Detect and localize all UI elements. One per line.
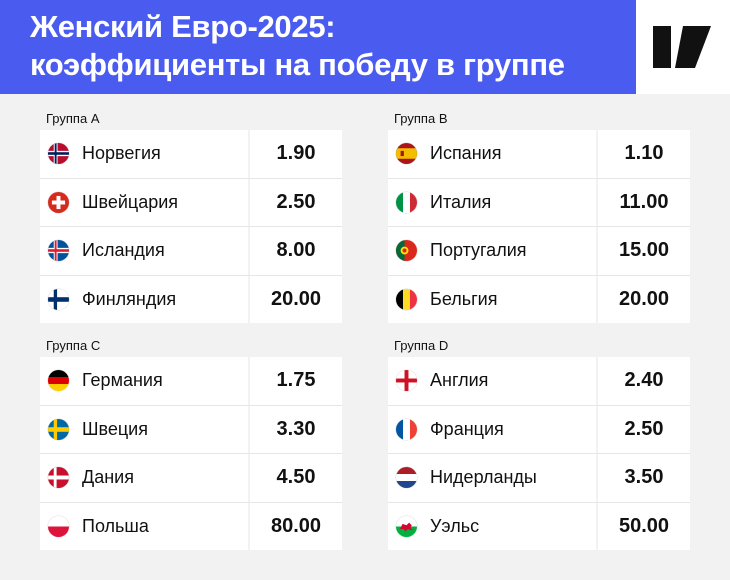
team-row: Бельгия 20.00	[388, 275, 690, 323]
title-line-1: Женский Евро-2025:	[30, 9, 336, 44]
odds-cell: 2.40	[596, 357, 690, 405]
page-title: Женский Евро-2025: коэффициенты на побед…	[30, 8, 565, 84]
group-label: Группа C	[46, 338, 101, 353]
group-label: Группа D	[394, 338, 449, 353]
header-banner: Женский Евро-2025: коэффициенты на побед…	[0, 0, 636, 94]
title-line-2: коэффициенты на победу в группе	[30, 47, 565, 82]
odds-cell: 20.00	[248, 275, 342, 323]
team-row: Швейцария 2.50	[40, 178, 342, 227]
group-b: Группа B Испания 1.10 Италия 11.00 Порту…	[388, 108, 690, 323]
odds-cell: 2.50	[596, 405, 690, 453]
odds-value: 80.00	[270, 514, 322, 537]
odds-value: 8.00	[276, 239, 316, 262]
odds-value: 1.75	[276, 369, 316, 392]
odds-cell: 15.00	[596, 227, 690, 275]
odds-value: 3.50	[624, 466, 664, 489]
team-name: Испания	[430, 143, 502, 164]
team-name: Швеция	[82, 418, 148, 439]
odds-cell: 3.50	[596, 454, 690, 502]
odds-cell: 4.50	[248, 454, 342, 502]
team-name: Франция	[430, 418, 504, 439]
poland-flag-icon	[48, 515, 69, 537]
group-c: Группа C Германия 1.75 Швеция 3.30 Дания…	[40, 335, 342, 550]
odds-value: 1.10	[624, 142, 664, 165]
team-name: Исландия	[82, 240, 165, 261]
group-table: Норвегия 1.90 Швейцария 2.50 Исландия 8.…	[40, 130, 342, 323]
odds-value: 1.90	[276, 142, 316, 165]
odds-cell: 20.00	[596, 275, 690, 323]
team-row: Испания 1.10	[388, 130, 690, 179]
team-name: Англия	[430, 370, 489, 391]
team-row: Швеция 3.30	[40, 405, 342, 454]
odds-cell: 8.00	[248, 227, 342, 275]
team-name: Уэльс	[430, 515, 480, 536]
spain-flag-icon	[396, 143, 417, 165]
odds-value: 20.00	[270, 287, 322, 310]
norway-flag-icon	[48, 143, 69, 165]
team-name: Швейцария	[82, 191, 179, 212]
finland-flag-icon	[48, 288, 69, 310]
team-row: Польша 80.00	[40, 502, 342, 550]
team-row: Уэльс 50.00	[388, 502, 690, 550]
team-row: Финляндия 20.00	[40, 275, 342, 323]
team-row: Нидерланды 3.50	[388, 454, 690, 503]
wales-flag-icon	[396, 515, 417, 537]
odds-value: 2.40	[624, 369, 664, 392]
germany-flag-icon	[48, 370, 69, 392]
team-name: Польша	[82, 515, 149, 536]
group-label: Группа A	[46, 111, 100, 126]
odds-value: 4.50	[276, 466, 316, 489]
group-a: Группа A Норвегия 1.90 Швейцария 2.50 Ис…	[40, 108, 342, 323]
odds-cell: 80.00	[248, 502, 342, 550]
sweden-flag-icon	[48, 418, 69, 440]
belgium-flag-icon	[396, 288, 417, 310]
odds-cell: 3.30	[248, 405, 342, 453]
team-name: Бельгия	[430, 288, 498, 309]
team-name: Финляндия	[82, 288, 177, 309]
odds-value: 2.50	[624, 417, 664, 440]
odds-cell: 50.00	[596, 502, 690, 550]
france-flag-icon	[396, 418, 417, 440]
team-row: Италия 11.00	[388, 178, 690, 227]
odds-value: 3.30	[276, 417, 316, 440]
group-table: Англия 2.40 Франция 2.50 Нидерланды 3.50…	[388, 357, 690, 550]
group-d: Группа D Англия 2.40 Франция 2.50 Нидерл…	[388, 335, 690, 550]
odds-value: 2.50	[276, 190, 316, 213]
portugal-flag-icon	[396, 240, 417, 262]
group-table: Испания 1.10 Италия 11.00 Португалия 15.…	[388, 130, 690, 323]
team-row: Германия 1.75	[40, 357, 342, 406]
team-name: Дания	[82, 467, 134, 488]
odds-cell: 1.90	[248, 130, 342, 178]
switzerland-flag-icon	[48, 191, 69, 213]
team-row: Англия 2.40	[388, 357, 690, 406]
team-name: Германия	[82, 370, 163, 391]
odds-value: 50.00	[618, 514, 670, 537]
odds-value: 11.00	[619, 190, 669, 213]
odds-cell: 2.50	[248, 178, 342, 226]
odds-cell: 1.10	[596, 130, 690, 178]
odds-value: 20.00	[618, 287, 670, 310]
england-flag-icon	[396, 370, 417, 392]
team-row: Франция 2.50	[388, 405, 690, 454]
italy-flag-icon	[396, 191, 417, 213]
odds-cell: 11.00	[596, 178, 690, 226]
team-name: Португалия	[430, 240, 527, 261]
brand-logo-icon	[653, 26, 711, 68]
iceland-flag-icon	[48, 240, 69, 262]
team-name: Нидерланды	[430, 467, 537, 488]
team-row: Норвегия 1.90	[40, 130, 342, 179]
brand-logo	[636, 0, 730, 94]
group-label: Группа B	[394, 111, 448, 126]
team-row: Дания 4.50	[40, 454, 342, 503]
netherlands-flag-icon	[396, 467, 417, 489]
group-table: Германия 1.75 Швеция 3.30 Дания 4.50 Пол…	[40, 357, 342, 550]
odds-cell: 1.75	[248, 357, 342, 405]
denmark-flag-icon	[48, 467, 69, 489]
team-name: Норвегия	[82, 143, 161, 164]
team-row: Португалия 15.00	[388, 227, 690, 276]
team-name: Италия	[430, 191, 492, 212]
odds-value: 15.00	[618, 239, 670, 262]
team-row: Исландия 8.00	[40, 227, 342, 276]
